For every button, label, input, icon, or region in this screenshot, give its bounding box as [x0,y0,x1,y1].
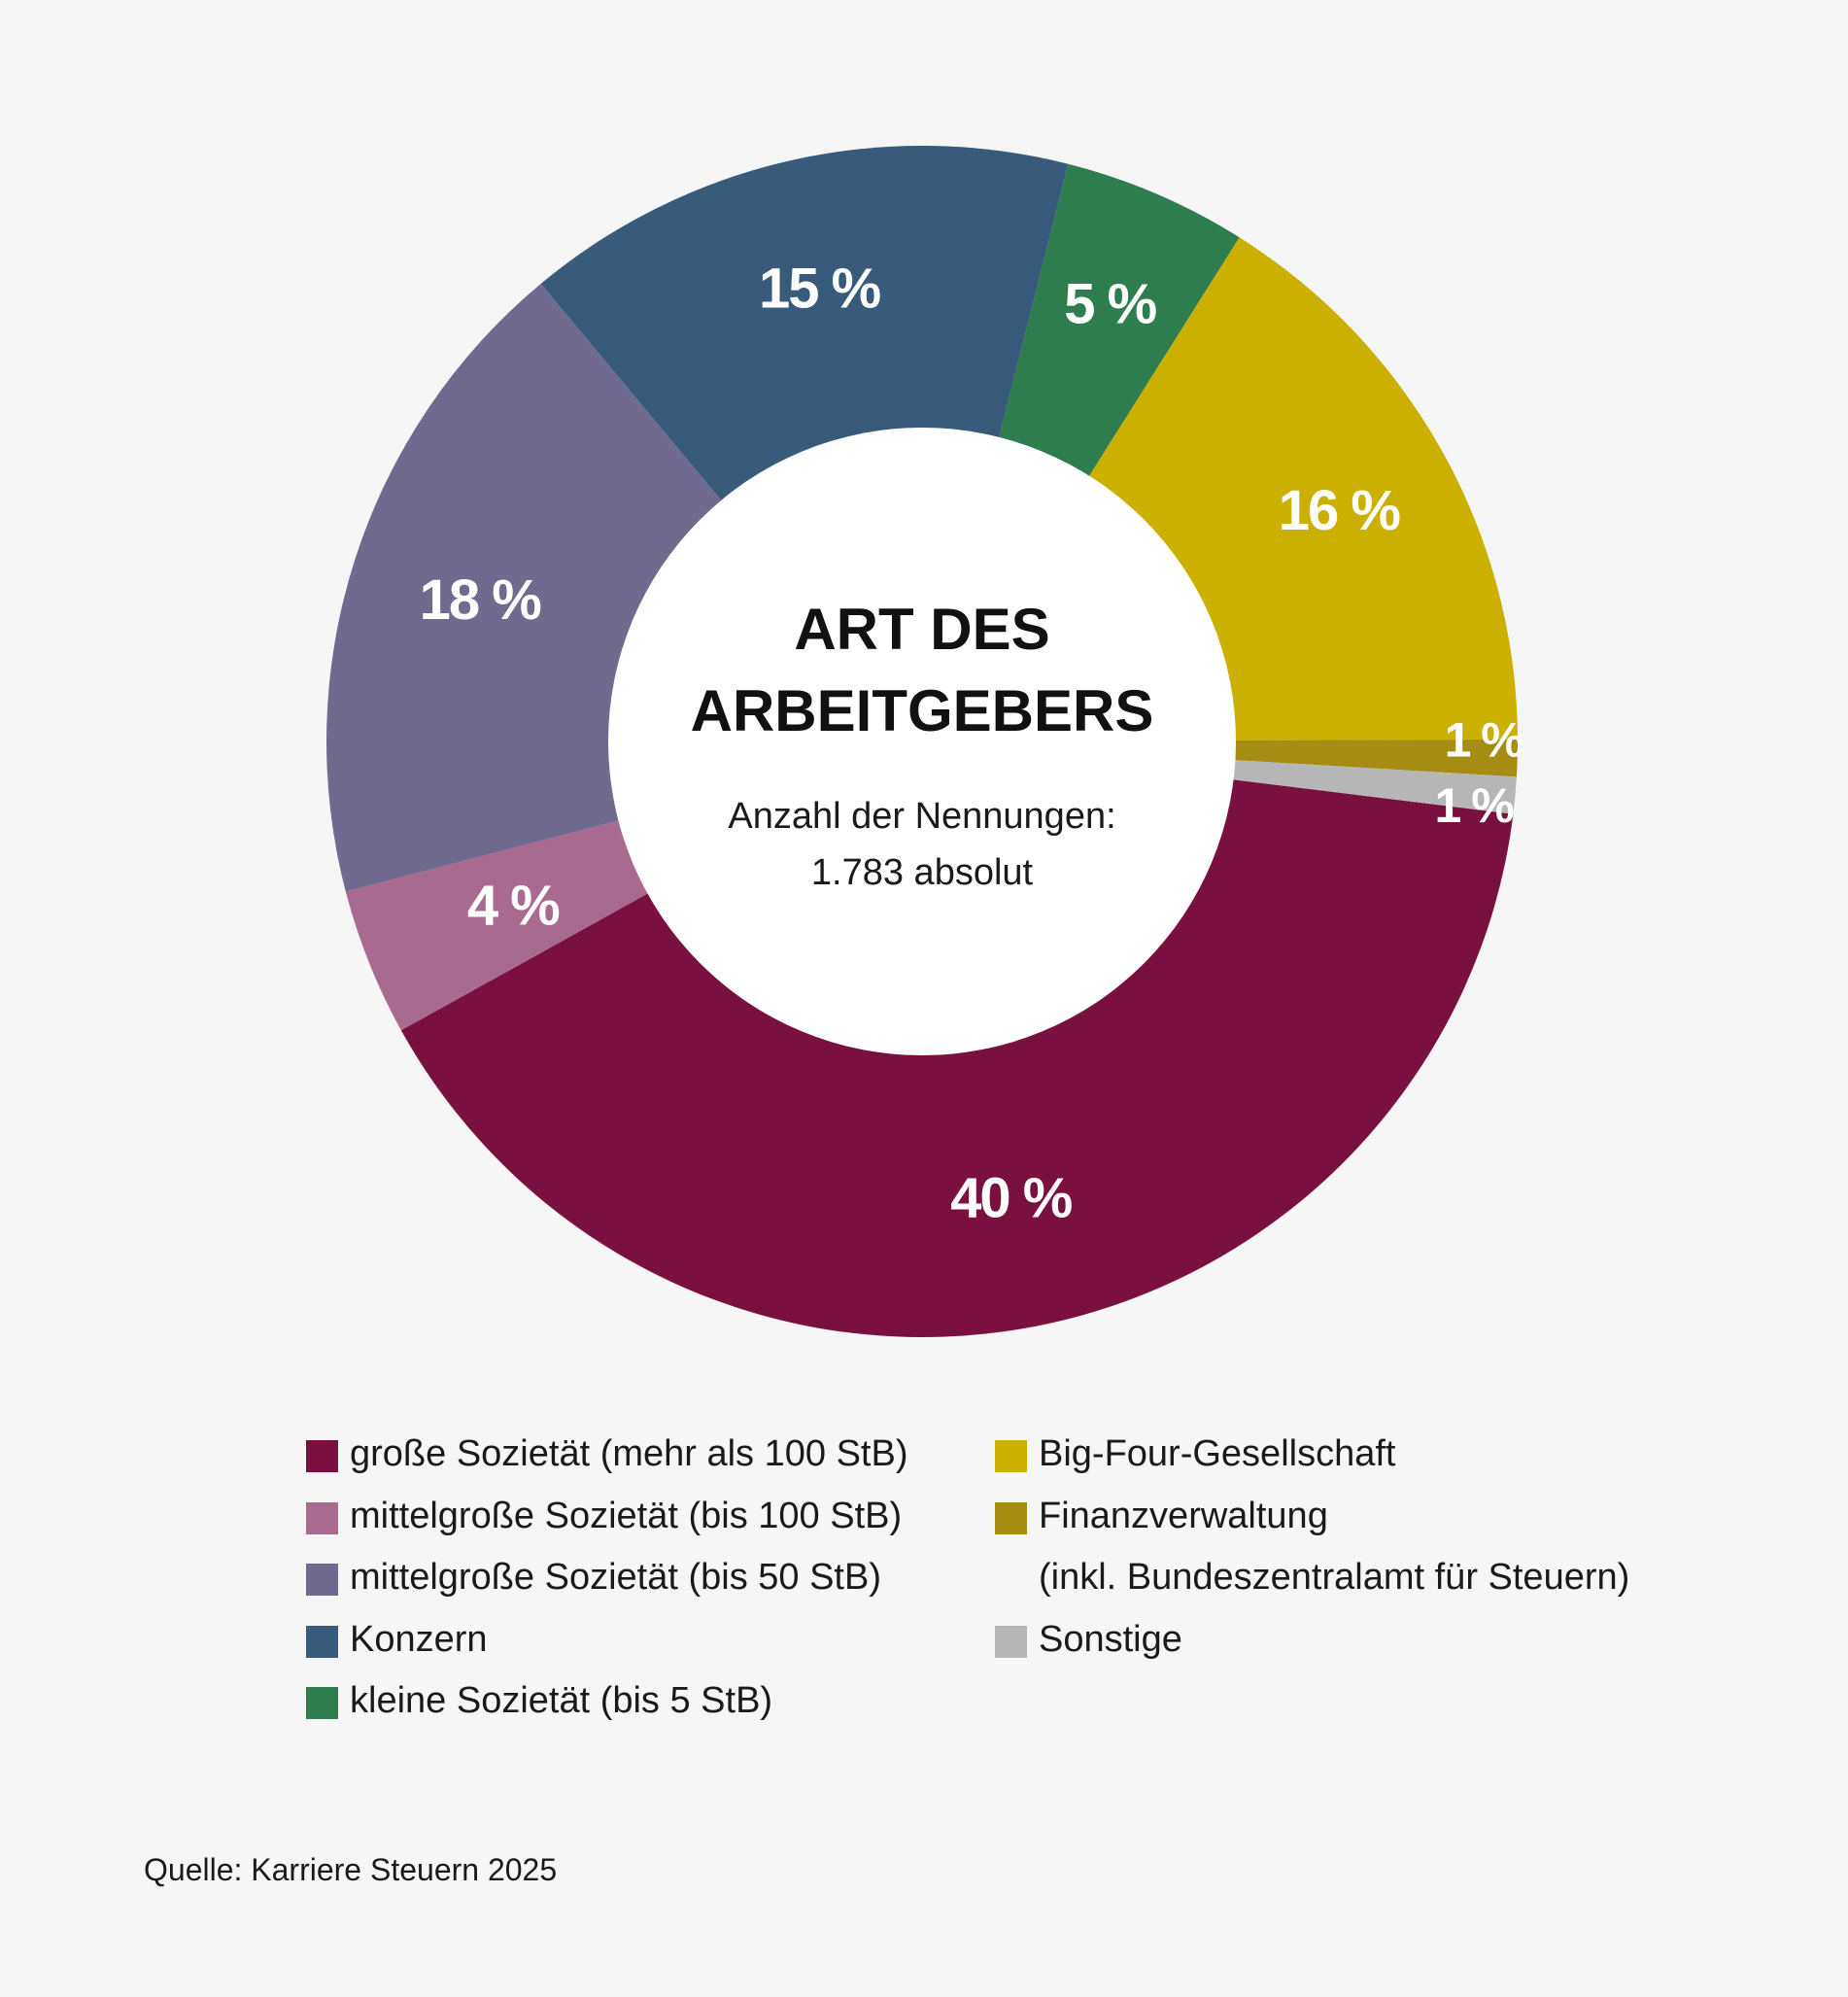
legend-swatch [995,1501,1027,1534]
legend-swatch [995,1625,1027,1658]
slice-label: 15 % [759,258,881,321]
slice-label: 16 % [1279,479,1401,542]
slice-label: 5 % [1064,272,1156,335]
center-title-line-2: ARBEITGEBERS [691,678,1154,743]
legend-label: kleine Sozietät (bis 5 StB) [350,1680,773,1721]
legend-label: Konzern [350,1618,488,1660]
donut-chart: 40 % 4 % 18 % 15 % 5 % 16 % 1 % 1 % ART DES ARB… [325,145,1526,1337]
source-note: Quelle: Karriere Steuern 2025 [144,1852,558,1887]
slice-label: 1 % [1435,778,1515,833]
legend-label: große Sozietät (mehr als 100 StB) [350,1433,908,1474]
center-subtitle-line-2: 1.783 absolut [811,852,1034,893]
legend-swatch [306,1625,338,1658]
legend-swatch [306,1501,338,1534]
legend-swatch [306,1687,338,1719]
legend-label: mittelgroße Sozietät (bis 100 StB) [350,1495,903,1536]
legend-label: Sonstige [1039,1618,1182,1660]
legend-label: Finanzverwaltung [1039,1495,1328,1536]
legend-swatch [306,1440,338,1472]
center-subtitle-line-1: Anzahl der Nennungen: [728,796,1115,837]
slice-label: 40 % [950,1166,1073,1229]
legend-swatch [995,1440,1027,1472]
legend-label: mittelgroße Sozietät (bis 50 StB) [350,1557,881,1598]
donut-hole [608,428,1236,1055]
legend-swatch [306,1564,338,1596]
slice-labels: 40 % 4 % 18 % 15 % 5 % 16 % 1 % 1 % [420,258,1526,1230]
slice-label: 1 % [1445,713,1524,768]
slice-label: 4 % [467,875,560,938]
slice-label: 18 % [420,568,542,632]
center-title-line-1: ART DES [794,597,1049,662]
legend-label: Big-Four-Gesellschaft [1039,1433,1396,1474]
legend-sublabel: (inkl. Bundeszentralamt für Steuern) [1039,1557,1630,1598]
